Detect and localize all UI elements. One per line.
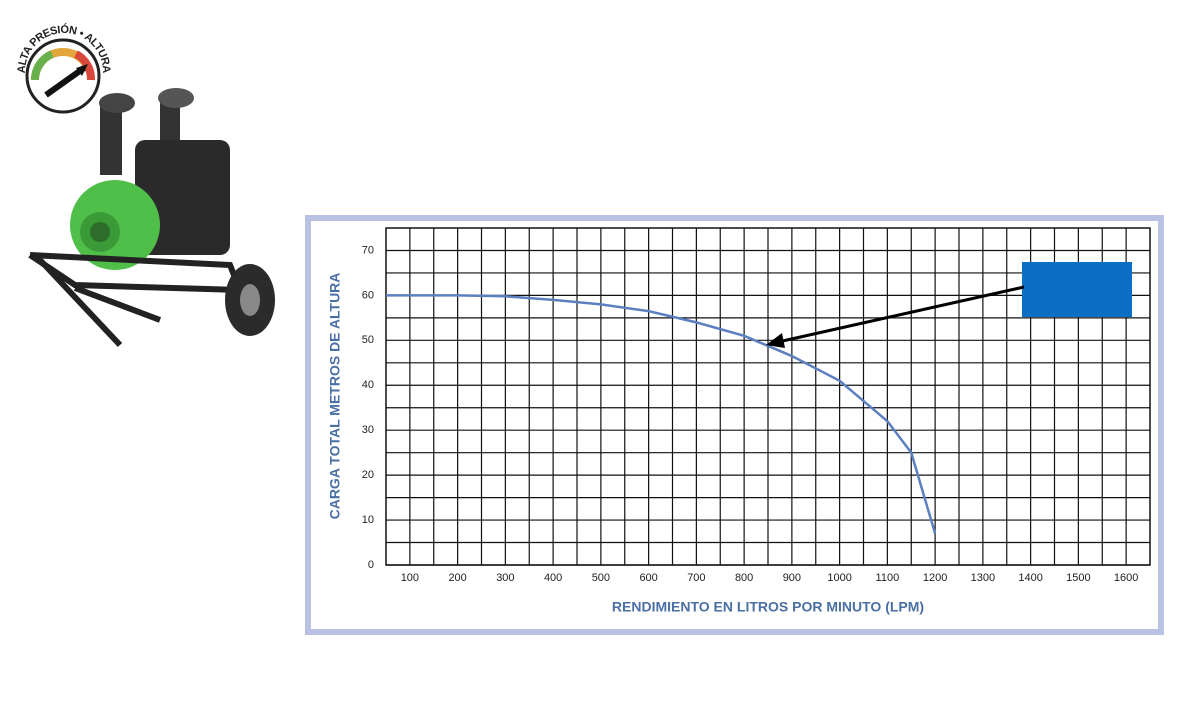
x-tick-label: 1100 [876, 572, 900, 584]
badge: ALTA PRESIÓN • ALTURA [16, 23, 112, 114]
x-tick-label: 400 [544, 572, 562, 584]
x-tick-label: 1300 [971, 572, 995, 584]
x-tick-label: 600 [639, 572, 657, 584]
annotation-arrowhead [766, 333, 785, 348]
y-tick-label: 20 [362, 469, 374, 481]
x-tick-label: 1500 [1066, 572, 1090, 584]
x-tick-label: 1400 [1018, 572, 1042, 584]
x-tick-label: 1200 [923, 572, 947, 584]
y-axis-title: CARGA TOTAL METROS DE ALTURA [327, 273, 343, 520]
annotation-arrow [777, 285, 1025, 344]
y-tick-label: 40 [362, 379, 374, 391]
x-tick-label: 1000 [827, 572, 851, 584]
y-tick-label: 70 [362, 244, 374, 256]
y-tick-label: 0 [368, 559, 374, 571]
x-tick-label: 900 [783, 572, 801, 584]
x-tick-label: 200 [448, 572, 466, 584]
y-tick-label: 30 [362, 424, 374, 436]
x-tick-label: 1600 [1114, 572, 1138, 584]
y-tick-label: 60 [362, 289, 374, 301]
x-tick-label: 100 [401, 572, 419, 584]
x-tick-label: 300 [496, 572, 514, 584]
x-tick-label: 800 [735, 572, 753, 584]
x-tick-label: 500 [592, 572, 610, 584]
y-tick-label: 50 [362, 334, 374, 346]
y-tick-label: 10 [362, 514, 374, 526]
data-line [386, 294, 937, 534]
annotation-box [1022, 262, 1132, 317]
x-axis-title: RENDIMIENTO EN LITROS POR MINUTO (LPM) [612, 599, 924, 615]
pump-image [28, 88, 275, 348]
plot-border [385, 227, 1151, 566]
x-tick-label: 700 [687, 572, 705, 584]
